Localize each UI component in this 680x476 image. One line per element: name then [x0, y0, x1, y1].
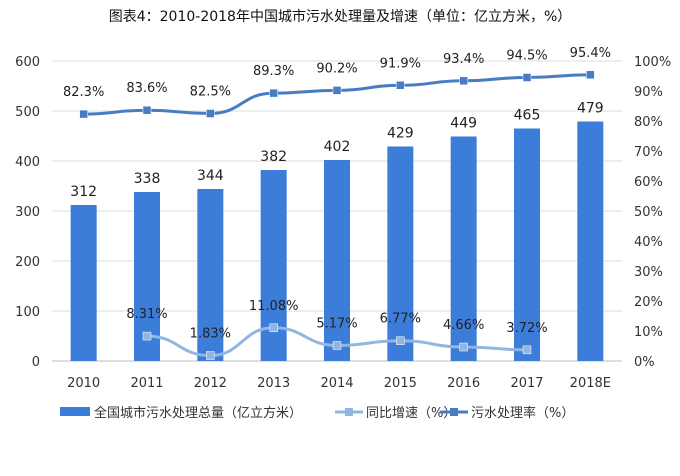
- x-tick-label: 2010: [67, 376, 100, 391]
- growth-point: [206, 351, 215, 360]
- rate-point: [79, 109, 88, 119]
- right-tick-label: 10%: [634, 325, 663, 340]
- right-tick-label: 100%: [634, 55, 671, 70]
- x-tick-label: 2013: [257, 376, 290, 391]
- left-tick-label: 0: [32, 355, 40, 370]
- bar-data-label: 402: [324, 139, 351, 155]
- rate-data-label: 89.3%: [253, 64, 294, 79]
- bar: [197, 189, 224, 361]
- bar-data-label: 338: [134, 171, 161, 187]
- legend-growth-label: 同比增速（%）: [366, 406, 456, 421]
- right-tick-label: 30%: [634, 265, 663, 280]
- rate-data-label: 94.5%: [506, 49, 547, 64]
- growth-data-label: 8.31%: [126, 307, 167, 322]
- right-tick-label: 40%: [634, 235, 663, 250]
- bar: [577, 121, 604, 361]
- rate-data-label: 83.6%: [126, 81, 167, 96]
- growth-point: [332, 341, 342, 350]
- rate-point: [332, 86, 342, 95]
- growth-data-label: 3.72%: [506, 321, 547, 336]
- rate-data-label: 82.5%: [190, 85, 231, 100]
- bar: [387, 146, 414, 361]
- growth-point: [396, 336, 405, 345]
- growth-data-label: 6.77%: [380, 312, 421, 327]
- right-tick-label: 50%: [634, 205, 663, 220]
- growth-data-label: 4.66%: [443, 318, 484, 333]
- legend-bar-swatch: [60, 407, 90, 416]
- rate-data-label: 93.4%: [443, 52, 484, 67]
- x-tick-label: 2015: [384, 376, 417, 391]
- bar-data-label: 429: [387, 126, 414, 142]
- bar-data-label: 344: [197, 168, 224, 184]
- bar-data-label: 449: [450, 116, 477, 132]
- rate-point: [586, 70, 595, 80]
- rate-data-label: 90.2%: [316, 61, 357, 76]
- bar-data-label: 479: [577, 101, 604, 117]
- rate-point: [269, 88, 278, 98]
- rate-data-label: 91.9%: [380, 56, 421, 71]
- right-tick-label: 80%: [634, 115, 663, 130]
- growth-data-label: 5.17%: [316, 316, 357, 331]
- growth-point: [269, 323, 278, 333]
- chart-title: 图表4：2010-2018年中国城市污水处理量及增速（单位：亿立方米，%）: [108, 9, 572, 25]
- right-tick-label: 20%: [634, 295, 663, 310]
- right-tick-label: 60%: [634, 175, 663, 190]
- bar: [514, 128, 540, 361]
- rate-point: [396, 81, 405, 90]
- x-tick-label: 2011: [130, 376, 163, 391]
- x-tick-label: 2016: [447, 376, 480, 391]
- bar-data-label: 312: [70, 184, 97, 200]
- bar: [324, 160, 350, 361]
- bar-data-label: 382: [260, 149, 287, 165]
- legend-label: 全国城市污水处理总量（亿立方米）: [94, 405, 302, 421]
- left-tick-label: 600: [15, 55, 40, 70]
- growth-data-label: 1.83%: [190, 327, 231, 342]
- x-tick-label: 2012: [194, 376, 227, 391]
- growth-data-label: 11.08%: [249, 299, 299, 314]
- right-tick-label: 0%: [634, 355, 655, 370]
- legend-rate-marker: [450, 408, 458, 416]
- growth-point: [522, 345, 532, 355]
- rate-data-label: 95.4%: [570, 46, 611, 61]
- left-tick-label: 100: [15, 305, 40, 320]
- left-tick-label: 300: [15, 205, 40, 220]
- rate-point: [459, 76, 468, 86]
- legend-rate-label: 污水处理率（%）: [471, 405, 574, 421]
- right-tick-label: 70%: [634, 145, 663, 160]
- right-tick-label: 90%: [634, 85, 663, 100]
- bar: [70, 205, 97, 361]
- growth-point: [459, 342, 468, 352]
- growth-point: [142, 331, 152, 341]
- left-tick-label: 500: [15, 105, 40, 120]
- bar: [260, 170, 287, 361]
- rate-data-label: 82.3%: [63, 85, 104, 100]
- x-tick-label: 2017: [510, 376, 543, 391]
- bar: [450, 136, 477, 361]
- rate-point: [206, 109, 215, 118]
- x-tick-label: 2018E: [570, 376, 611, 391]
- x-tick-label: 2014: [320, 376, 353, 391]
- rate-point: [142, 105, 152, 115]
- bar-data-label: 465: [514, 108, 541, 124]
- left-tick-label: 200: [15, 255, 40, 270]
- left-tick-label: 400: [15, 155, 40, 170]
- rate-point: [522, 73, 532, 82]
- legend-growth-marker: [345, 408, 353, 416]
